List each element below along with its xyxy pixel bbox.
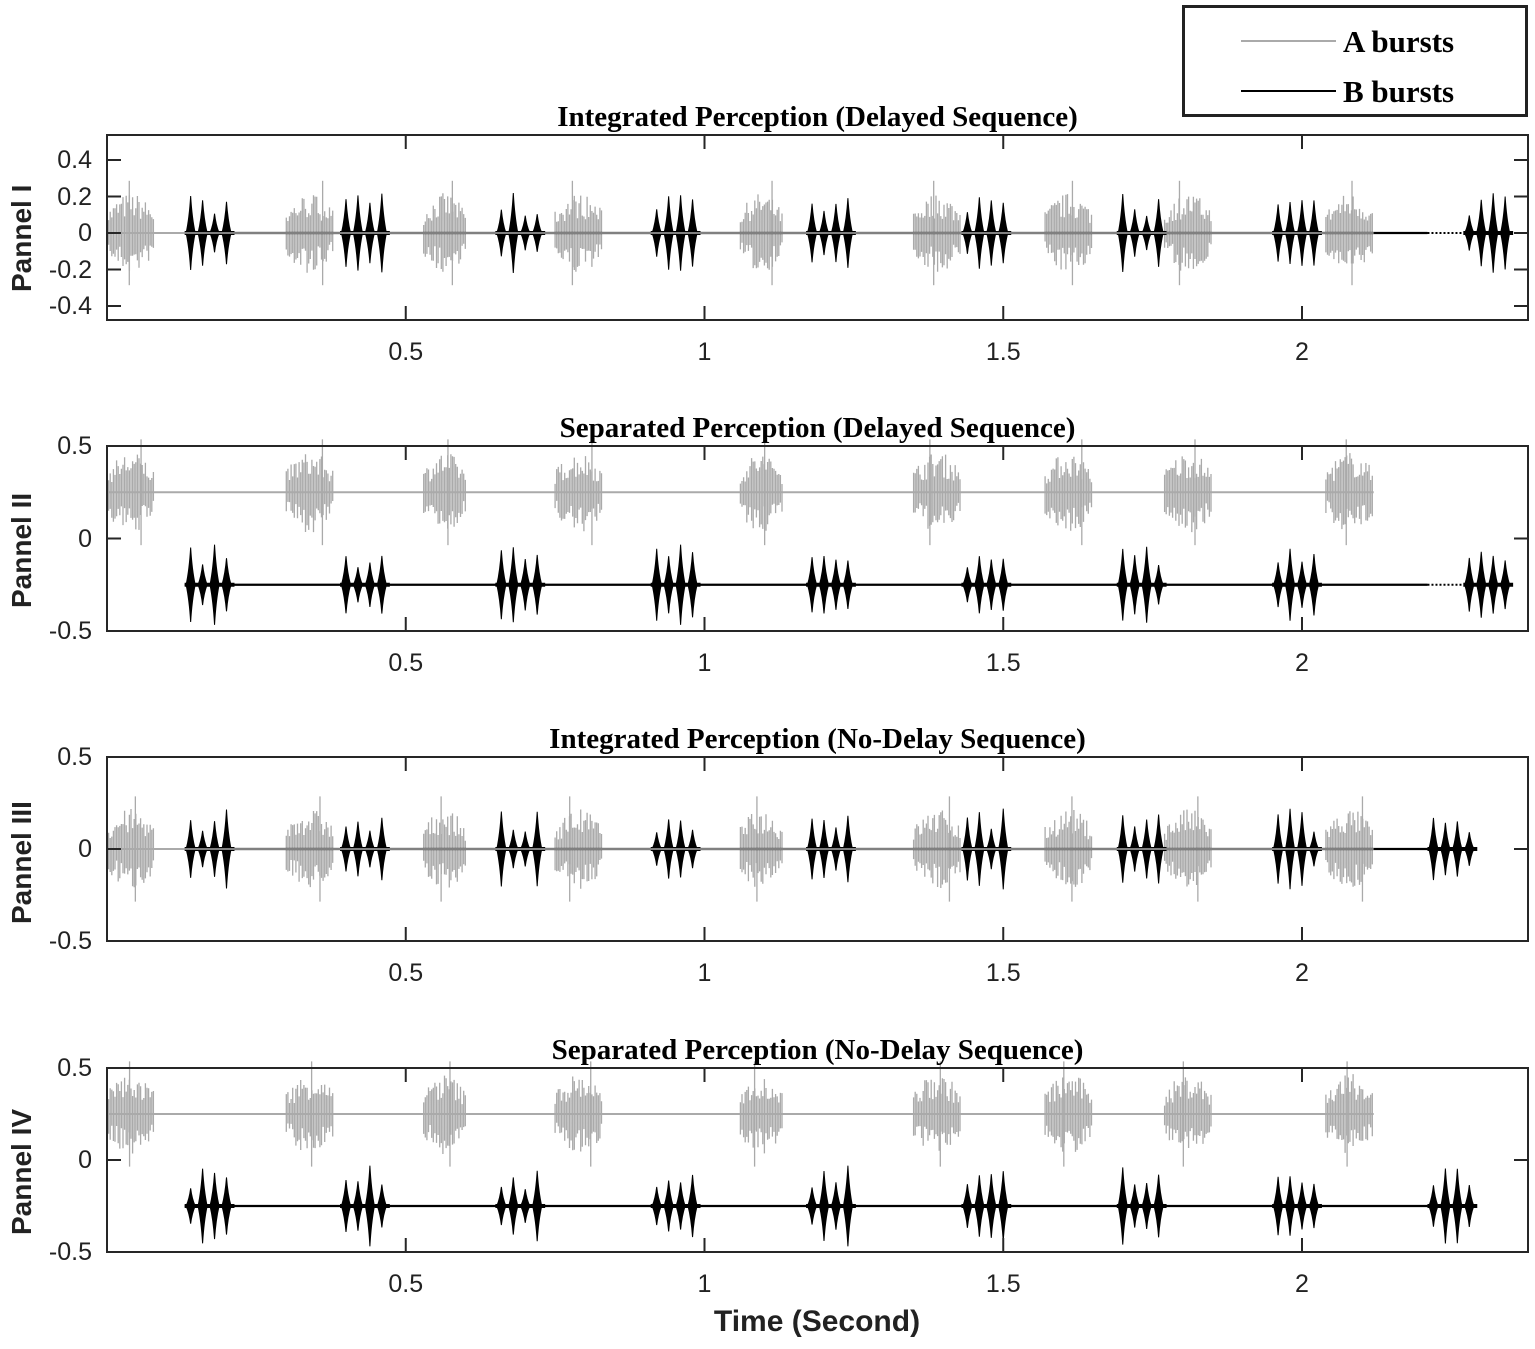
y-tick-label: 0 <box>78 219 92 247</box>
x-tick-label: 2 <box>1295 338 1309 366</box>
series-b-bursts <box>184 544 1514 625</box>
legend-swatch-b <box>1241 90 1336 92</box>
x-tick-label: 1.5 <box>985 959 1021 987</box>
x-tick-label: 1.5 <box>985 338 1021 366</box>
x-tick-label: 2 <box>1295 959 1309 987</box>
x-tick-label: 1 <box>697 649 712 677</box>
x-tick-label: 1 <box>697 338 712 366</box>
y-tick-label: -0.5 <box>48 617 92 645</box>
legend: A bursts B bursts <box>1182 5 1528 117</box>
y-tick-label: -0.2 <box>48 255 92 284</box>
panel-4-title: Separated Perception (No-Delay Sequence) <box>551 1034 1084 1066</box>
series-a-bursts <box>106 1061 1374 1167</box>
x-tick-label: 1 <box>697 959 712 987</box>
series-b-bursts <box>184 1165 1478 1247</box>
series-b-bursts <box>107 192 1514 274</box>
x-tick-label: 0.5 <box>388 649 424 677</box>
x-tick-label: 0.5 <box>388 959 424 987</box>
panel-1 <box>106 134 1529 321</box>
x-tick-label: 0.5 <box>388 338 424 366</box>
legend-item-b: B bursts <box>1185 72 1525 112</box>
panel-4 <box>106 1061 1529 1253</box>
panel-1-title: Integrated Perception (Delayed Sequence) <box>557 101 1078 133</box>
y-tick-label: 0.4 <box>57 146 92 174</box>
legend-item-a: A bursts <box>1185 22 1525 62</box>
panel-3 <box>106 756 1529 942</box>
series-a-bursts <box>106 439 1374 546</box>
panel-2-title: Separated Perception (Delayed Sequence) <box>559 412 1076 444</box>
legend-label-a: A bursts <box>1343 24 1455 59</box>
y-tick-label: 0 <box>78 1146 92 1174</box>
y-tick-label: -0.4 <box>48 292 92 320</box>
axes-box <box>106 134 1529 321</box>
y-tick-label: 0.5 <box>57 1054 92 1082</box>
y-tick-label: -0.5 <box>48 927 92 955</box>
y-tick-label: 0 <box>78 835 92 863</box>
y-tick-label: 0.5 <box>57 432 92 460</box>
y-tick-label: -0.5 <box>48 1238 92 1266</box>
legend-label-b: B bursts <box>1343 74 1455 109</box>
x-tick-label: 1.5 <box>985 649 1021 677</box>
x-axis-label: Time (Second) <box>713 1305 921 1338</box>
y-tick-label: 0 <box>78 524 92 553</box>
x-tick-label: 2 <box>1295 649 1309 677</box>
panel-3-title: Integrated Perception (No-Delay Sequence… <box>549 723 1086 755</box>
x-tick-label: 1 <box>697 1270 712 1298</box>
x-tick-label: 2 <box>1295 1270 1309 1298</box>
panel-2 <box>106 439 1529 632</box>
y-tick-label: 0.5 <box>57 743 92 771</box>
y-tick-label: 0.2 <box>57 182 92 211</box>
series-b-bursts <box>107 808 1478 890</box>
x-tick-label: 1.5 <box>985 1270 1021 1298</box>
legend-swatch-a <box>1241 40 1336 42</box>
x-tick-label: 0.5 <box>388 1270 424 1298</box>
